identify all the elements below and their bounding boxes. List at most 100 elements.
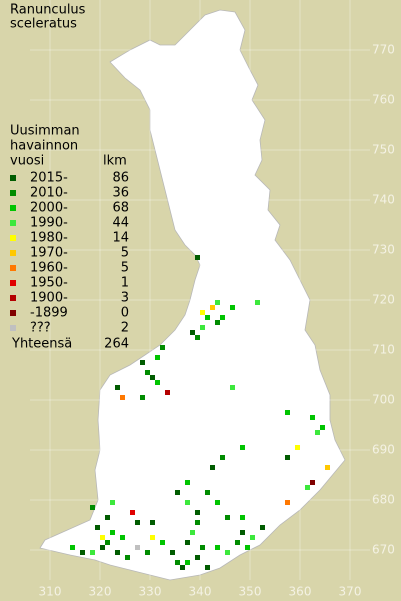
observation bbox=[135, 520, 140, 525]
observation bbox=[195, 555, 200, 560]
x-tick-label: 350 bbox=[239, 585, 262, 599]
observation bbox=[115, 550, 120, 555]
legend-swatch bbox=[10, 310, 16, 316]
observation bbox=[235, 540, 240, 545]
legend-count: 5 bbox=[121, 246, 129, 261]
observation bbox=[225, 515, 230, 520]
legend-count: 0 bbox=[121, 306, 129, 321]
legend-label: 1950- bbox=[30, 276, 68, 291]
observation bbox=[95, 525, 100, 530]
y-tick-label: 770 bbox=[372, 43, 395, 57]
legend-label: 1970- bbox=[30, 246, 68, 261]
observation bbox=[185, 480, 190, 485]
observation bbox=[190, 530, 195, 535]
observation bbox=[180, 565, 185, 570]
observation bbox=[160, 345, 165, 350]
observation bbox=[200, 325, 205, 330]
legend-swatch bbox=[10, 235, 16, 241]
legend-count: 68 bbox=[112, 201, 129, 216]
legend-count: 86 bbox=[112, 171, 129, 186]
legend-header: Uusimman bbox=[10, 124, 80, 139]
observation bbox=[200, 310, 205, 315]
x-tick-label: 340 bbox=[189, 585, 212, 599]
legend-header: havainnon bbox=[10, 139, 78, 154]
observation bbox=[200, 545, 205, 550]
observation bbox=[295, 445, 300, 450]
legend-swatch bbox=[10, 205, 16, 211]
observation bbox=[210, 465, 215, 470]
observation bbox=[190, 330, 195, 335]
observation bbox=[120, 395, 125, 400]
observation bbox=[150, 535, 155, 540]
observation bbox=[170, 550, 175, 555]
observation bbox=[285, 410, 290, 415]
legend-total-count: 264 bbox=[104, 337, 129, 352]
title: Ranunculus bbox=[10, 3, 86, 18]
observation bbox=[145, 370, 150, 375]
legend-total-label: Yhteensä bbox=[11, 337, 72, 352]
observation bbox=[195, 255, 200, 260]
observation bbox=[175, 560, 180, 565]
observation bbox=[240, 445, 245, 450]
observation bbox=[260, 525, 265, 530]
x-tick-label: 360 bbox=[289, 585, 312, 599]
legend-swatch bbox=[10, 175, 16, 181]
observation bbox=[315, 430, 320, 435]
observation bbox=[205, 315, 210, 320]
observation bbox=[205, 490, 210, 495]
observation bbox=[90, 550, 95, 555]
y-tick-label: 680 bbox=[372, 493, 395, 507]
observation bbox=[220, 315, 225, 320]
observation bbox=[215, 300, 220, 305]
observation bbox=[310, 415, 315, 420]
observation bbox=[250, 535, 255, 540]
observation bbox=[110, 530, 115, 535]
observation bbox=[140, 360, 145, 365]
observation bbox=[155, 380, 160, 385]
observation bbox=[220, 455, 225, 460]
y-tick-label: 690 bbox=[372, 443, 395, 457]
x-tick-label: 310 bbox=[39, 585, 62, 599]
title: sceleratus bbox=[10, 17, 77, 32]
observation bbox=[240, 530, 245, 535]
observation bbox=[255, 300, 260, 305]
legend-count-header: lkm bbox=[103, 154, 127, 169]
y-tick-label: 700 bbox=[372, 393, 395, 407]
observation bbox=[230, 305, 235, 310]
observation bbox=[215, 545, 220, 550]
observation bbox=[135, 545, 140, 550]
observation bbox=[195, 335, 200, 340]
legend-label: -1899 bbox=[30, 306, 68, 321]
observation bbox=[305, 485, 310, 490]
observation bbox=[165, 390, 170, 395]
legend-label: 1900- bbox=[30, 291, 68, 306]
legend-label: 1990- bbox=[30, 216, 68, 231]
observation bbox=[225, 550, 230, 555]
legend-count: 14 bbox=[112, 231, 129, 246]
observation bbox=[155, 355, 160, 360]
legend-count: 1 bbox=[121, 276, 129, 291]
legend-count: 3 bbox=[121, 291, 129, 306]
observation bbox=[195, 520, 200, 525]
x-tick-label: 330 bbox=[139, 585, 162, 599]
observation bbox=[245, 545, 250, 550]
observation bbox=[210, 305, 215, 310]
observation bbox=[205, 565, 210, 570]
legend-swatch bbox=[10, 325, 16, 331]
y-tick-label: 710 bbox=[372, 343, 395, 357]
legend-label: 2015- bbox=[30, 171, 68, 186]
legend-swatch bbox=[10, 295, 16, 301]
legend-swatch bbox=[10, 220, 16, 226]
observation bbox=[325, 465, 330, 470]
observation bbox=[195, 510, 200, 515]
observation bbox=[120, 535, 125, 540]
observation bbox=[70, 545, 75, 550]
observation bbox=[215, 320, 220, 325]
observation bbox=[285, 455, 290, 460]
y-tick-label: 720 bbox=[372, 293, 395, 307]
observation bbox=[160, 540, 165, 545]
observation bbox=[145, 550, 150, 555]
legend-swatch bbox=[10, 280, 16, 286]
legend-header: vuosi bbox=[10, 154, 44, 169]
